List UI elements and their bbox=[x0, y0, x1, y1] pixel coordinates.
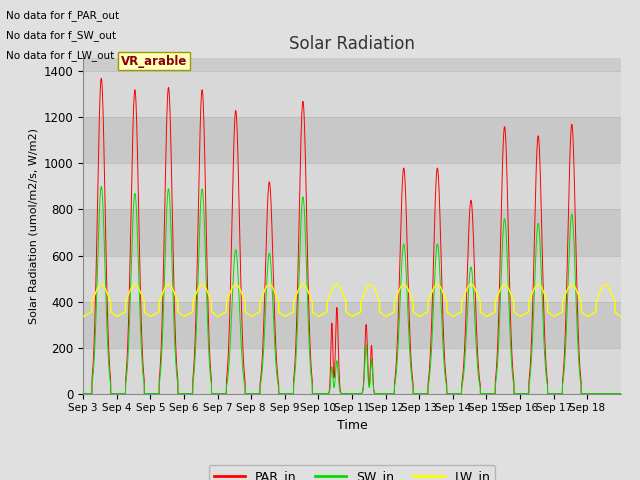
SW_in bbox=[540, 332, 547, 338]
Bar bbox=[83, 164, 621, 209]
SW_in bbox=[191, 360, 198, 366]
Bar bbox=[83, 209, 621, 255]
Line: PAR_in: PAR_in bbox=[83, 78, 621, 394]
Legend: PAR_in, SW_in, LW_in: PAR_in, SW_in, LW_in bbox=[209, 465, 495, 480]
Text: No data for f_SW_out: No data for f_SW_out bbox=[6, 30, 116, 41]
LW_in bbox=[526, 297, 534, 302]
SW_in bbox=[372, 391, 380, 396]
Y-axis label: Solar Radiation (umol/m2/s, W/m2): Solar Radiation (umol/m2/s, W/m2) bbox=[28, 128, 38, 324]
PAR_in bbox=[79, 391, 87, 396]
SW_in bbox=[79, 391, 87, 396]
PAR_in bbox=[401, 172, 408, 178]
SW_in bbox=[97, 183, 105, 189]
SW_in bbox=[526, 377, 534, 383]
LW_in bbox=[500, 282, 508, 288]
Text: No data for f_PAR_out: No data for f_PAR_out bbox=[6, 10, 120, 21]
Title: Solar Radiation: Solar Radiation bbox=[289, 35, 415, 53]
LW_in bbox=[97, 281, 105, 287]
SW_in bbox=[401, 246, 408, 252]
PAR_in bbox=[191, 346, 198, 352]
SW_in bbox=[500, 224, 508, 230]
LW_in bbox=[191, 294, 198, 300]
SW_in bbox=[617, 391, 625, 396]
LW_in bbox=[372, 290, 380, 296]
PAR_in bbox=[617, 391, 625, 396]
X-axis label: Time: Time bbox=[337, 419, 367, 432]
Text: VR_arable: VR_arable bbox=[121, 55, 188, 68]
LW_in bbox=[401, 282, 408, 288]
Line: LW_in: LW_in bbox=[83, 284, 621, 316]
PAR_in bbox=[526, 370, 534, 375]
Line: SW_in: SW_in bbox=[83, 186, 621, 394]
PAR_in bbox=[372, 391, 380, 396]
LW_in bbox=[617, 313, 625, 319]
Text: No data for f_LW_out: No data for f_LW_out bbox=[6, 50, 115, 61]
LW_in bbox=[540, 289, 547, 295]
Bar bbox=[83, 118, 621, 164]
PAR_in bbox=[97, 75, 105, 81]
Bar bbox=[83, 255, 621, 301]
Bar bbox=[83, 301, 621, 348]
Bar bbox=[83, 348, 621, 394]
PAR_in bbox=[500, 136, 508, 142]
LW_in bbox=[79, 313, 87, 319]
PAR_in bbox=[540, 302, 547, 308]
Bar bbox=[83, 72, 621, 118]
